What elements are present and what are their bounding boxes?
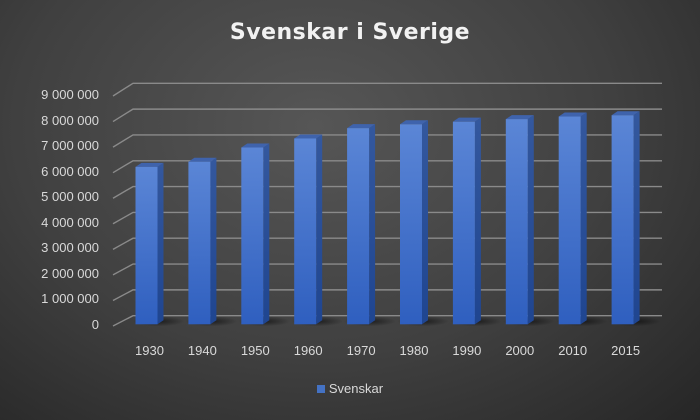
bar-2015 <box>611 111 640 325</box>
y-tick-label: 1 000 000 <box>41 291 99 307</box>
x-tick-label: 2010 <box>558 343 588 358</box>
x-tick-label: 1930 <box>135 343 164 358</box>
gridline <box>112 160 662 174</box>
bar-1940 <box>188 157 217 325</box>
bar-1970 <box>347 124 376 325</box>
y-tick-label: 8 000 000 <box>41 112 99 128</box>
bars <box>135 111 640 325</box>
x-tick-label: 1940 <box>187 343 217 358</box>
y-tick-label: 3 000 000 <box>41 240 99 256</box>
x-tick-label: 2015 <box>611 343 641 358</box>
bar-1990 <box>452 117 481 325</box>
y-tick-label: 0 <box>91 317 99 332</box>
x-tick-label: 1950 <box>240 343 270 358</box>
y-tick-label: 4 000 000 <box>41 214 99 230</box>
bar-1980 <box>400 120 428 325</box>
x-tick-label: 1980 <box>399 343 429 358</box>
legend: Svenskar <box>0 381 700 396</box>
gridline <box>112 263 662 276</box>
x-tick-label: 1960 <box>293 343 323 358</box>
gridline <box>112 289 662 302</box>
gridlines <box>112 82 662 327</box>
gridline <box>112 237 662 250</box>
bar-1950 <box>241 143 270 325</box>
gridline <box>112 108 662 123</box>
bar-2000 <box>505 115 534 325</box>
y-tick-label: 6 000 000 <box>41 163 99 179</box>
x-tick-label: 1970 <box>346 343 376 358</box>
gridline <box>112 185 662 199</box>
y-tick-label: 2 000 000 <box>41 265 99 281</box>
legend-label-svenskar: Svenskar <box>328 381 384 396</box>
legend-swatch-svenskar <box>316 385 325 393</box>
y-tick-label: 7 000 000 <box>41 138 99 154</box>
y-tick-label: 9 000 000 <box>41 87 99 102</box>
gridline <box>112 82 662 97</box>
bar-1960 <box>294 134 323 325</box>
gridline <box>112 134 662 148</box>
y-tick-label: 5 000 000 <box>41 189 99 205</box>
chart-title: Svenskar i Sverige <box>229 20 471 45</box>
gridline <box>112 315 662 327</box>
x-tick-label: 2000 <box>505 343 535 358</box>
gridline <box>112 211 662 225</box>
bar-1930 <box>135 162 164 325</box>
bar-2010 <box>558 112 587 325</box>
x-tick-label: 1990 <box>452 343 482 358</box>
